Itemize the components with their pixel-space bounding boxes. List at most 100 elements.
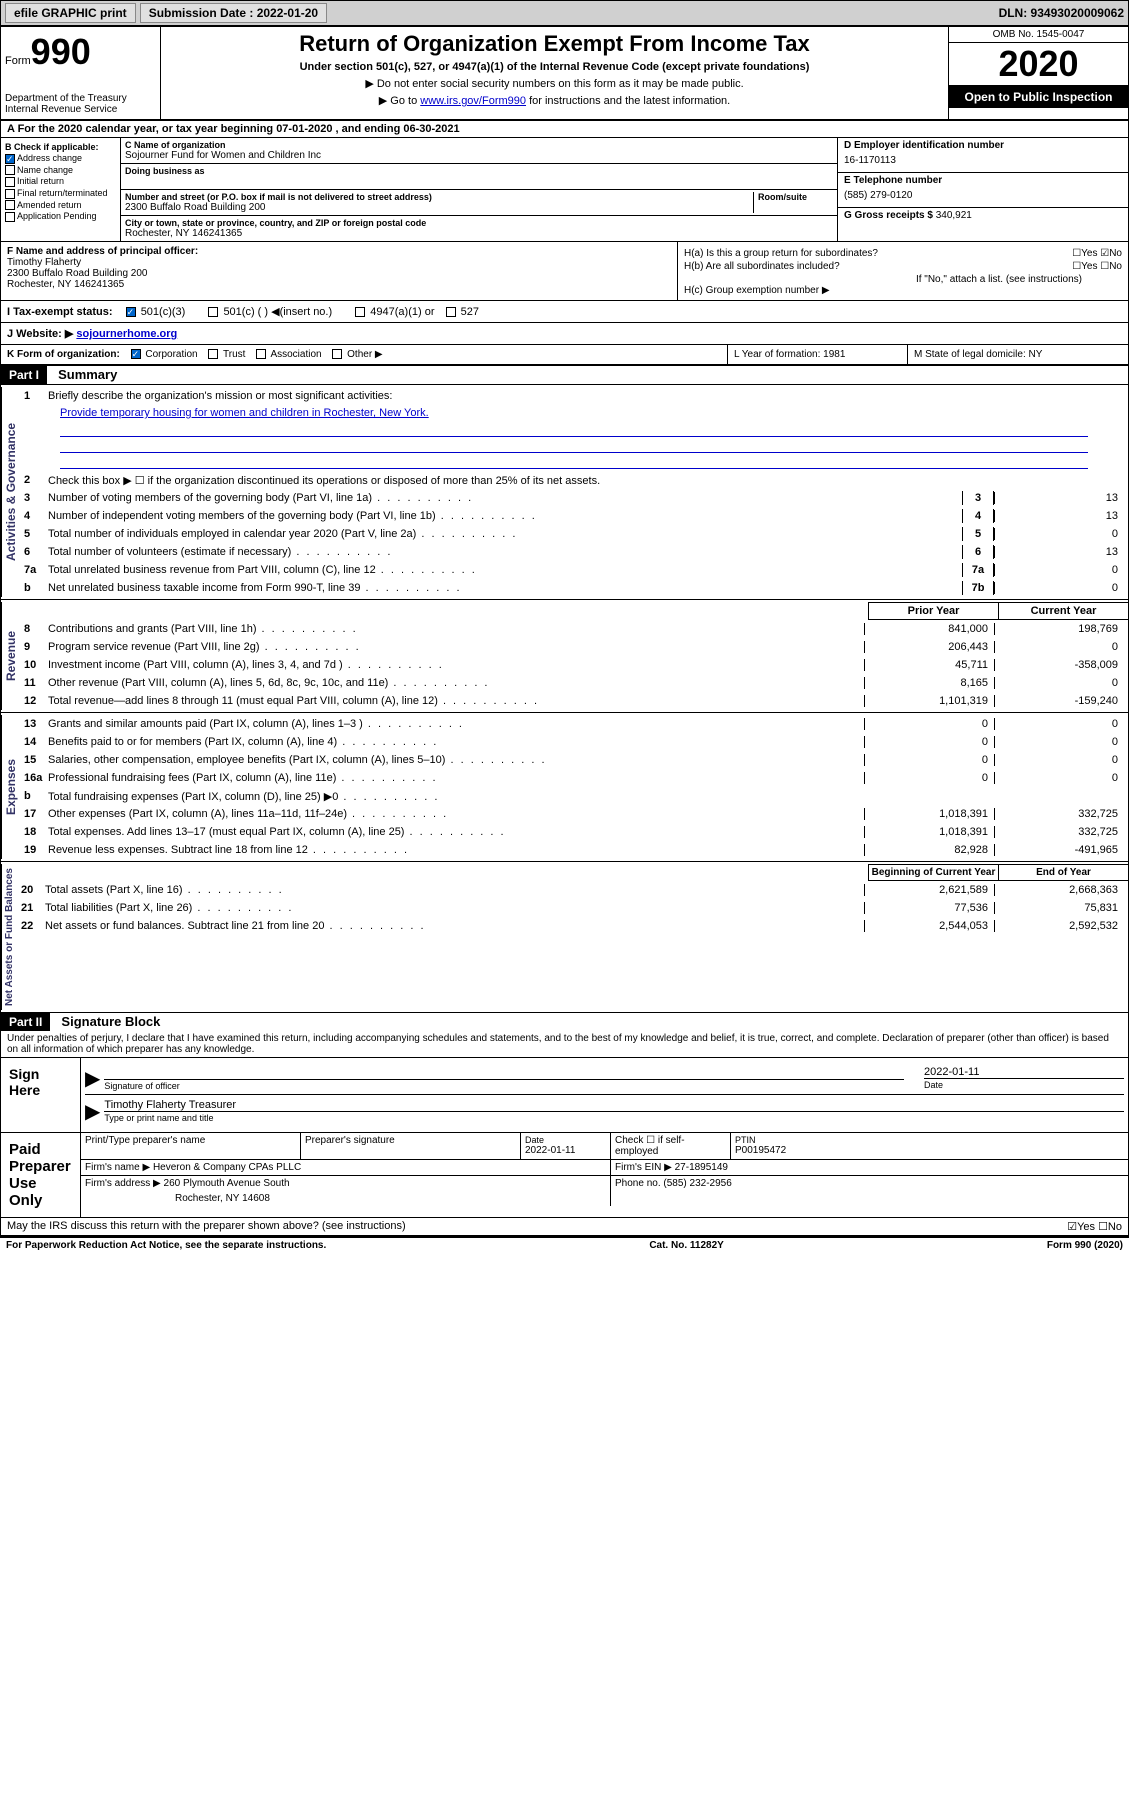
vlabel-gov: Activities & Governance (1, 387, 20, 597)
note-link: ▶ Go to www.irs.gov/Form990 for instruct… (165, 94, 944, 107)
chk-address[interactable]: Address change (5, 153, 116, 164)
phone-val: (585) 279-0120 (844, 186, 1122, 205)
k-opt3: Other ▶ (347, 349, 382, 360)
part2-badge: Part II (1, 1013, 50, 1031)
col-l: L Year of formation: 1981 (728, 345, 908, 364)
footer-mid: Cat. No. 11282Y (649, 1240, 723, 1251)
paid-prep: Paid Preparer Use Only (1, 1133, 81, 1217)
dept-label: Department of the Treasury Internal Reve… (5, 93, 156, 115)
firm-addr2: Rochester, NY 14608 (85, 1193, 606, 1204)
efile-button[interactable]: efile GRAPHIC print (5, 3, 136, 23)
self-emp: Check ☐ if self-employed (611, 1133, 731, 1159)
line-17: 17Other expenses (Part IX, column (A), l… (20, 805, 1128, 823)
blank2 (60, 439, 1088, 453)
prep-sig-lbl: Preparer's signature (301, 1133, 521, 1159)
col-h: H(a) Is this a group return for subordin… (678, 242, 1128, 300)
hdr-prior: Prior Year (868, 602, 998, 620)
firm-addr1: 260 Plymouth Avenue South (164, 1178, 290, 1189)
chk-pending[interactable]: Application Pending (5, 211, 116, 222)
hb-lbl: H(b) Are all subordinates included? (684, 261, 840, 272)
org-name: Sojourner Fund for Women and Children In… (125, 150, 833, 161)
part1-rev: Revenue Prior Year Current Year 8Contrib… (1, 600, 1128, 713)
discuss-row: May the IRS discuss this return with the… (1, 1218, 1128, 1237)
gross-lbl: G Gross receipts $ (844, 210, 933, 221)
footer-left: For Paperwork Reduction Act Notice, see … (6, 1240, 326, 1251)
q1: Briefly describe the organization's miss… (48, 390, 1124, 402)
gross-val: 340,921 (936, 210, 972, 221)
discuss-lbl: May the IRS discuss this return with the… (7, 1220, 406, 1233)
form-subtitle: Under section 501(c), 527, or 4947(a)(1)… (165, 61, 944, 73)
chk-amended[interactable]: Amended return (5, 200, 116, 211)
ha-yn: ☐Yes ☑No (1072, 248, 1122, 259)
chk-name[interactable]: Name change (5, 165, 116, 176)
irs-link[interactable]: www.irs.gov/Form990 (420, 95, 526, 107)
i-opt0: 501(c)(3) (141, 306, 186, 318)
declaration: Under penalties of perjury, I declare th… (1, 1031, 1128, 1058)
line-12: 12Total revenue—add lines 8 through 11 (… (20, 692, 1128, 710)
ein-lbl: D Employer identification number (844, 140, 1122, 151)
line-21: 21Total liabilities (Part X, line 26)77,… (17, 899, 1128, 917)
note2-post: for instructions and the latest informat… (526, 95, 730, 107)
submission-button[interactable]: Submission Date : 2022-01-20 (140, 3, 327, 23)
i-opt1: 501(c) ( ) ◀(insert no.) (223, 306, 332, 318)
note2-pre: ▶ Go to (379, 95, 420, 107)
line-16a: 16aProfessional fundraising fees (Part I… (20, 769, 1128, 787)
chk-initial[interactable]: Initial return (5, 176, 116, 187)
inspection-label: Open to Public Inspection (949, 86, 1128, 108)
section-fh: F Name and address of principal officer:… (1, 242, 1128, 301)
website-link[interactable]: sojournerhome.org (76, 328, 177, 340)
ptin-lbl: PTIN (735, 1135, 1124, 1145)
form-prefix: Form (5, 55, 31, 67)
part2-title: Signature Block (61, 1014, 160, 1029)
line-b: bTotal fundraising expenses (Part IX, co… (20, 787, 1128, 805)
part1-body: Activities & Governance 1Briefly describ… (1, 385, 1128, 600)
line-7a: 7aTotal unrelated business revenue from … (20, 561, 1128, 579)
col-c: C Name of organization Sojourner Fund fo… (121, 138, 838, 241)
line-4: 4Number of independent voting members of… (20, 507, 1128, 525)
name-lbl: C Name of organization (125, 140, 833, 150)
row-klm: K Form of organization: Corporation Trus… (1, 345, 1128, 366)
line-6: 6Total number of volunteers (estimate if… (20, 543, 1128, 561)
hc-lbl: H(c) Group exemption number ▶ (684, 285, 1122, 296)
firm-phone: (585) 232-2956 (663, 1178, 731, 1189)
officer-addr2: Rochester, NY 146241365 (7, 279, 671, 290)
chk-final[interactable]: Final return/terminated (5, 188, 116, 199)
form-number: 990 (31, 31, 91, 72)
ptin: P00195472 (735, 1145, 1124, 1156)
line-19: 19Revenue less expenses. Subtract line 1… (20, 841, 1128, 859)
room-lbl: Room/suite (758, 192, 833, 202)
hdr-beg: Beginning of Current Year (868, 864, 998, 881)
i-lbl: I Tax-exempt status: (7, 306, 113, 318)
k-opt2: Association (270, 349, 321, 360)
blank3 (60, 455, 1088, 469)
addr-lbl: Number and street (or P.O. box if mail i… (125, 192, 753, 202)
part1-exp: Expenses 13Grants and similar amounts pa… (1, 713, 1128, 862)
type-name-lbl: Type or print name and title (104, 1113, 213, 1123)
blank1 (60, 423, 1088, 437)
prep-date: 2022-01-11 (525, 1145, 606, 1156)
hb-note: If "No," attach a list. (see instruction… (684, 274, 1122, 285)
top-bar: efile GRAPHIC print Submission Date : 20… (0, 0, 1129, 26)
k-opt0: Corporation (145, 349, 197, 360)
j-lbl: J Website: ▶ (7, 328, 73, 340)
header-mid: Return of Organization Exempt From Incom… (161, 27, 948, 119)
q2: Check this box ▶ ☐ if the organization d… (48, 474, 1124, 487)
line-9: 9Program service revenue (Part VIII, lin… (20, 638, 1128, 656)
org-city: Rochester, NY 146241365 (125, 228, 833, 239)
firm-phone-lbl: Phone no. (615, 1178, 661, 1189)
discuss-yn: ☑Yes ☐No (1067, 1220, 1122, 1233)
firm-name: Heveron & Company CPAs PLLC (153, 1162, 301, 1173)
sig-date: 2022-01-11 (924, 1066, 1124, 1079)
line-18: 18Total expenses. Add lines 13–17 (must … (20, 823, 1128, 841)
firm-name-lbl: Firm's name ▶ (85, 1162, 150, 1173)
prep-name-lbl: Print/Type preparer's name (81, 1133, 301, 1159)
ein-val: 16-1170113 (844, 151, 1122, 170)
firm-addr-lbl: Firm's address ▶ (85, 1178, 161, 1189)
form-title: Return of Organization Exempt From Incom… (165, 31, 944, 57)
line-22: 22Net assets or fund balances. Subtract … (17, 917, 1128, 935)
line-10: 10Investment income (Part VIII, column (… (20, 656, 1128, 674)
form-header: Form990 Department of the Treasury Inter… (1, 27, 1128, 121)
firm-ein: 27-1895149 (675, 1162, 728, 1173)
hb-yn: ☐Yes ☐No (1072, 261, 1122, 272)
row-i: I Tax-exempt status: 501(c)(3) 501(c) ( … (1, 301, 1128, 323)
